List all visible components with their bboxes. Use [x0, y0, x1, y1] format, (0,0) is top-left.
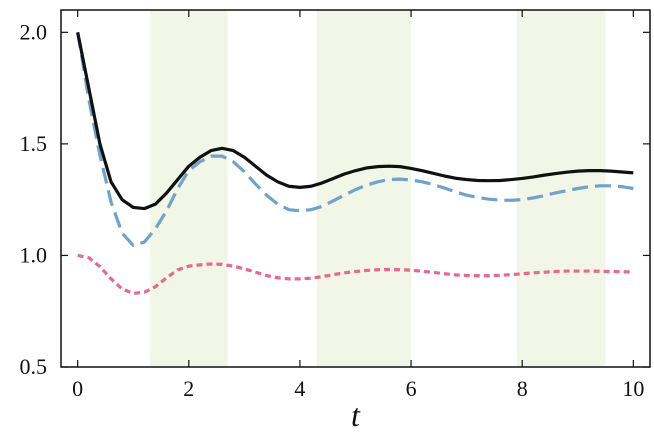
series-line-1-solid — [76, 31, 634, 211]
x-tick-label: 6 — [406, 376, 417, 401]
x-tick-label: 2 — [183, 376, 194, 401]
y-tick-label: 0.5 — [20, 354, 48, 379]
x-tick-label: 8 — [517, 376, 528, 401]
y-axis-ticks: 0.5 1.0 1.5 2.0 — [20, 19, 650, 379]
y-tick-label: 1.5 — [20, 131, 48, 156]
shaded-band-2 — [316, 10, 412, 367]
x-tick-label: 0 — [72, 376, 83, 401]
x-axis-title: t — [351, 397, 361, 433]
shaded-bands — [149, 10, 606, 367]
y-tick-label: 2.0 — [20, 19, 48, 44]
x-axis-ticks: 0 2 4 6 8 10 — [72, 10, 644, 401]
x-tick-label: 4 — [294, 376, 305, 401]
series-line-3-dotted — [77, 253, 634, 295]
shaded-band-1 — [149, 10, 228, 367]
series-line-2-dashed — [76, 32, 634, 247]
shaded-band-3 — [516, 10, 606, 367]
y-tick-label: 1.0 — [20, 242, 48, 267]
plot-frame — [60, 9, 651, 368]
x-tick-label: 10 — [622, 376, 644, 401]
series-lines — [76, 31, 634, 295]
